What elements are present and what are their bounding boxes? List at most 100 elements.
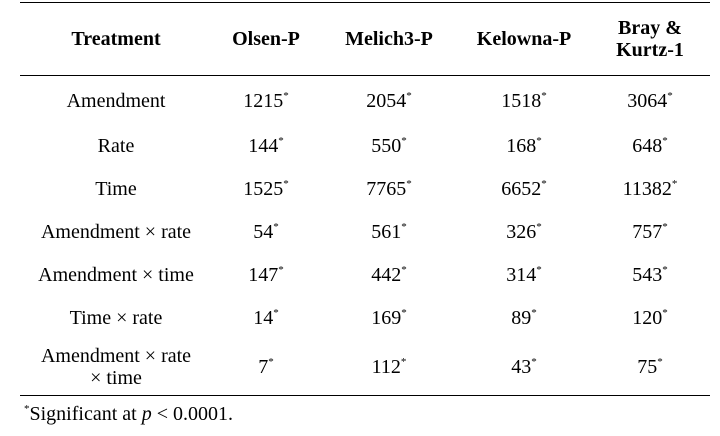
table-cell: 1525* [212, 167, 320, 210]
footnote-mark: * [24, 403, 30, 415]
header-kelowna-p: Kelowna-P [476, 28, 572, 50]
cell-value: 1518 [501, 90, 542, 112]
significance-mark: * [268, 356, 274, 368]
significance-mark: * [278, 134, 284, 147]
significance-mark: * [401, 220, 407, 233]
table-cell: 314* [458, 253, 590, 296]
significance-mark: * [536, 134, 542, 147]
table-cell: 14* [212, 296, 320, 339]
significance-mark: * [283, 177, 289, 190]
table-cell: 326* [458, 210, 590, 253]
cell-value: 75 [637, 356, 658, 378]
table-cell: 169* [320, 296, 458, 339]
cell-value: 144 [248, 134, 279, 157]
cell-value: 168 [506, 134, 537, 157]
significance-mark: * [273, 220, 279, 233]
table-row: Amendment 1215* 2054* 1518* 3064* [20, 76, 710, 125]
cell-value: 442 [371, 263, 402, 286]
significance-mark: * [536, 263, 542, 276]
cell-value: 1525 [243, 177, 284, 200]
significance-mark: * [406, 90, 412, 102]
table-cell: 757* [590, 210, 710, 253]
table-cell: 550* [320, 124, 458, 167]
significance-mark: * [273, 306, 279, 319]
row-treatment-label: Amendment × rate × time [40, 345, 192, 389]
header-melich3-p: Melich3-P [345, 28, 433, 50]
table-cell: 144* [212, 124, 320, 167]
row-treatment-label: Rate [97, 134, 135, 157]
table-cell: 75* [590, 339, 710, 396]
cell-value: 543 [632, 263, 663, 286]
cell-value: 89 [511, 306, 532, 329]
significance-mark: * [400, 356, 407, 368]
cell-value: 757 [632, 220, 663, 243]
table-cell: 43* [458, 339, 590, 396]
header-bray-kurtz-1: Bray & Kurtz-1 [616, 17, 684, 61]
significance-mark: * [667, 90, 673, 102]
significance-mark: * [662, 306, 668, 319]
cell-value: 120 [632, 306, 663, 329]
significance-mark: * [401, 263, 407, 276]
table-cell: 442* [320, 253, 458, 296]
footnote-prefix: Significant at [29, 403, 142, 425]
cell-value: 561 [371, 220, 402, 243]
cell-value: 169 [371, 306, 402, 329]
significance-mark: * [406, 177, 412, 190]
cell-value: 648 [632, 134, 663, 157]
cell-value: 147 [248, 263, 279, 286]
significance-mark: * [671, 177, 678, 190]
row-treatment-label: Amendment × time [38, 263, 194, 286]
table-cell: 543* [590, 253, 710, 296]
table-header-row: Treatment Olsen-P Melich3-P Kelowna-P Br… [20, 2, 710, 76]
table-cell: 112* [320, 339, 458, 396]
cell-value: 550 [371, 134, 402, 157]
table-row: Amendment × rate 54* 561* 326* 757* [20, 210, 710, 253]
table-row: Amendment × time 147* 442* 314* 543* [20, 253, 710, 296]
cell-value: 3064 [627, 90, 668, 112]
cell-value: 7 [258, 356, 269, 378]
significance-mark: * [662, 134, 668, 147]
footnote-p-variable: p [141, 403, 152, 425]
cell-value: 326 [506, 220, 537, 243]
significance-mark: * [283, 90, 289, 102]
results-table: Treatment Olsen-P Melich3-P Kelowna-P Br… [20, 2, 710, 396]
table-cell: 11382* [590, 167, 710, 210]
significance-mark: * [401, 134, 407, 147]
cell-value: 43 [511, 356, 532, 378]
significance-mark: * [536, 220, 542, 233]
table-row: Time 1525* 7765* 6652* 11382* [20, 167, 710, 210]
significance-mark: * [531, 306, 537, 319]
cell-value: 14 [253, 306, 274, 329]
cell-value: 112 [371, 356, 401, 378]
cell-value: 54 [253, 220, 274, 243]
table-cell: 1215* [212, 76, 320, 125]
cell-value: 11382 [622, 177, 672, 200]
cell-value: 314 [506, 263, 537, 286]
cell-value: 2054 [366, 90, 407, 112]
table-cell: 7* [212, 339, 320, 396]
significance-mark: * [541, 90, 547, 102]
table-cell: 1518* [458, 76, 590, 125]
results-table-container: Treatment Olsen-P Melich3-P Kelowna-P Br… [20, 2, 710, 396]
table-cell: 3064* [590, 76, 710, 125]
header-olsen-p: Olsen-P [232, 28, 300, 50]
significance-mark: * [401, 306, 407, 319]
table-cell: 89* [458, 296, 590, 339]
table-cell: 120* [590, 296, 710, 339]
cell-value: 1215 [243, 90, 284, 112]
table-cell: 168* [458, 124, 590, 167]
significance-mark: * [662, 220, 668, 233]
significance-mark: * [278, 263, 284, 276]
row-treatment-label: Amendment [66, 90, 166, 112]
table-row: Time × rate 14* 169* 89* 120* [20, 296, 710, 339]
significance-mark: * [657, 356, 663, 368]
table-row: Rate 144* 550* 168* 648* [20, 124, 710, 167]
table-body: Amendment 1215* 2054* 1518* 3064* Rate 144* 550… [20, 76, 710, 396]
table-cell: 147* [212, 253, 320, 296]
table-cell: 2054* [320, 76, 458, 125]
table-cell: 7765* [320, 167, 458, 210]
cell-value: 7765 [366, 177, 407, 200]
footnote-suffix: < 0.0001. [151, 403, 233, 425]
table-row: Amendment × rate × time 7* 112* 43* 75* [20, 339, 710, 396]
header-treatment: Treatment [71, 28, 161, 50]
